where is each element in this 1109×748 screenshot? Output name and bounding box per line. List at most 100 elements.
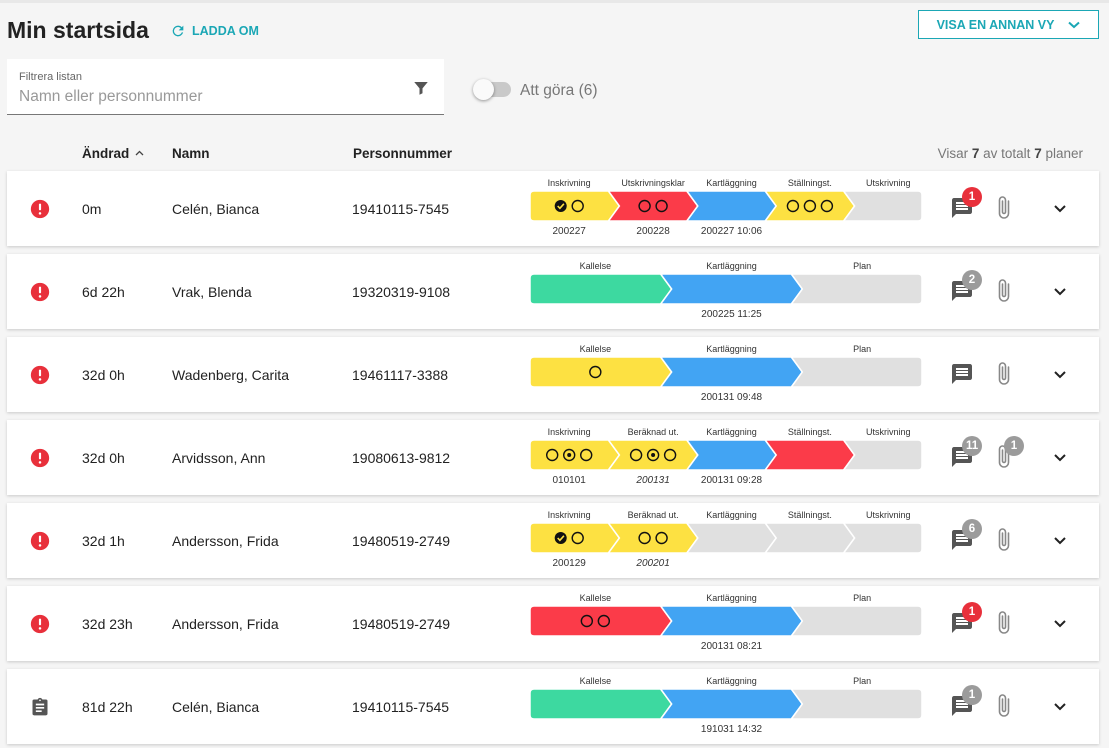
- comment-count-badge: 1: [962, 602, 982, 622]
- column-header-changed[interactable]: Ändrad: [82, 146, 144, 161]
- process-flow-graphic: Kallelse Kartläggning 191031 14:32 Plan: [530, 676, 922, 735]
- filter-field[interactable]: Filtrera listan Namn eller personnummer: [7, 59, 444, 115]
- process-step[interactable]: Beräknad ut. 200201: [606, 510, 699, 569]
- process-step-label: Kartläggning: [706, 676, 757, 686]
- comment-icon[interactable]: [950, 196, 974, 220]
- table-row[interactable]: 0m Celén, Bianca 19410115-7545 Inskrivning 2…: [7, 171, 1099, 246]
- table-row[interactable]: 32d 0h Arvidsson, Ann 19080613-9812 Inskriv…: [7, 420, 1099, 495]
- alert-icon: [30, 614, 50, 634]
- attachment-icon[interactable]: [992, 692, 1016, 720]
- process-step[interactable]: Plan: [789, 593, 922, 637]
- column-header-pnr[interactable]: Personnummer: [353, 146, 453, 161]
- process-step[interactable]: Kallelse: [530, 344, 673, 388]
- process-step-label: Utskrivning: [866, 427, 911, 437]
- comment-icon[interactable]: [950, 445, 974, 469]
- refresh-icon: [172, 25, 184, 37]
- circle-icon: [655, 199, 668, 213]
- expand-chevron-icon[interactable]: [1050, 283, 1070, 299]
- process-flow-graphic: Inskrivning 010101 Beräknad ut. 200131 Kartl…: [530, 427, 922, 486]
- comment-icon[interactable]: [950, 611, 974, 635]
- process-step-label: Kartläggning: [706, 510, 757, 520]
- alert-icon: [30, 365, 50, 385]
- table-row[interactable]: 6d 22h Vrak, Blenda 19320319-9108 Kallelse K…: [7, 254, 1099, 329]
- process-step[interactable]: Plan: [789, 344, 922, 388]
- table-row[interactable]: 81d 22h Celén, Bianca 19410115-7545 Kallels…: [7, 669, 1099, 744]
- expand-chevron-icon[interactable]: [1050, 532, 1070, 548]
- process-step[interactable]: Kartläggning 200131 08:21: [659, 593, 804, 652]
- process-step[interactable]: Kallelse: [530, 676, 673, 720]
- filter-icon[interactable]: [412, 79, 430, 97]
- process-step[interactable]: Ställningst.: [763, 427, 856, 471]
- process-step[interactable]: Plan: [789, 676, 922, 720]
- alert-icon: [30, 199, 50, 219]
- process-step[interactable]: Kallelse: [530, 261, 673, 305]
- attachment-icon[interactable]: [992, 360, 1016, 388]
- pnr-cell: 19461117-3388: [352, 367, 449, 383]
- process-step-shape: [789, 688, 922, 720]
- column-header-name[interactable]: Namn: [172, 146, 210, 161]
- circle-icon: [820, 199, 834, 213]
- attachment-icon[interactable]: [992, 194, 1016, 222]
- process-step-date: 200225 11:25: [701, 309, 762, 320]
- process-step[interactable]: Inskrivning 010101: [530, 427, 621, 486]
- expand-chevron-icon[interactable]: [1050, 698, 1070, 714]
- process-step[interactable]: Inskrivning 200129: [530, 510, 621, 569]
- process-step[interactable]: Kartläggning 200225 11:25: [659, 261, 804, 320]
- expand-chevron-icon[interactable]: [1050, 366, 1070, 382]
- comment-count-badge: 1: [962, 187, 982, 207]
- process-step[interactable]: Inskrivning 200227: [530, 178, 621, 237]
- comment-icon[interactable]: [950, 694, 974, 718]
- process-step[interactable]: Utskrivningsklar 200228: [606, 178, 699, 237]
- comment-icon[interactable]: [950, 279, 974, 303]
- attachment-icon[interactable]: [992, 526, 1016, 554]
- check-mark: [557, 203, 565, 210]
- process-step[interactable]: Beräknad ut. 200131: [606, 427, 699, 486]
- circle-icon: [786, 199, 800, 213]
- process-step-shape: [659, 356, 804, 388]
- process-step-shape: [606, 190, 699, 222]
- circle-icon: [638, 199, 651, 213]
- pnr-cell: 19410115-7545: [352, 699, 450, 715]
- process-step[interactable]: Utskrivning: [842, 178, 922, 222]
- process-step-shape: [842, 439, 922, 471]
- process-step-date: 200227: [553, 226, 587, 237]
- change-view-button[interactable]: VISA EN ANNAN VY: [918, 10, 1099, 39]
- process-step[interactable]: Kartläggning 200131 09:28: [685, 427, 778, 486]
- reload-button[interactable]: LADDA OM: [170, 23, 259, 39]
- process-step[interactable]: Kartläggning 200227 10:06: [685, 178, 778, 237]
- table-row[interactable]: 32d 0h Wadenberg, Carita 19461117-3388 Kall…: [7, 337, 1099, 412]
- process-step[interactable]: Plan: [789, 261, 922, 305]
- process-step[interactable]: Kartläggning 191031 14:32: [659, 676, 804, 735]
- process-step[interactable]: Utskrivning: [842, 510, 922, 554]
- changed-cell: 0m: [82, 201, 102, 217]
- table-row[interactable]: 32d 1h Andersson, Frida 19480519-2749 Inskr…: [7, 503, 1099, 578]
- name-cell: Andersson, Frida: [172, 616, 279, 632]
- process-step-label: Inskrivning: [548, 178, 591, 188]
- attachment-icon[interactable]: [992, 609, 1016, 637]
- attachment-icon[interactable]: [992, 277, 1016, 305]
- process-step-label: Ställningst.: [788, 178, 832, 188]
- process-step[interactable]: Utskrivning: [842, 427, 922, 471]
- name-cell: Arvidsson, Ann: [172, 450, 266, 466]
- process-step[interactable]: Ställningst.: [763, 510, 856, 554]
- attachment-icon[interactable]: [992, 443, 1016, 471]
- expand-chevron-icon[interactable]: [1050, 200, 1070, 216]
- todo-toggle[interactable]: [473, 79, 511, 100]
- comment-icon[interactable]: [950, 362, 974, 386]
- table-row[interactable]: 32d 23h Andersson, Frida 19480519-2749 Kall…: [7, 586, 1099, 661]
- expand-chevron-icon[interactable]: [1050, 615, 1070, 631]
- process-step[interactable]: Kartläggning 200131 09:48: [659, 344, 804, 403]
- process-flow: Kallelse Kartläggning 200131 08:21 Plan: [530, 586, 922, 661]
- expand-chevron-icon[interactable]: [1050, 449, 1070, 465]
- process-step-shape: [659, 605, 804, 637]
- comment-count-badge: 6: [962, 519, 982, 539]
- circle-icon: [546, 448, 559, 462]
- process-step[interactable]: Kartläggning: [685, 510, 778, 554]
- process-step[interactable]: Ställningst.: [763, 178, 856, 222]
- process-step[interactable]: Kallelse: [530, 593, 673, 637]
- check-mark: [557, 535, 565, 542]
- filter-input[interactable]: Namn eller personnummer: [19, 88, 203, 105]
- changed-cell: 32d 0h: [82, 450, 125, 466]
- comment-icon[interactable]: [950, 528, 974, 552]
- pnr-cell: 19480519-2749: [352, 533, 451, 549]
